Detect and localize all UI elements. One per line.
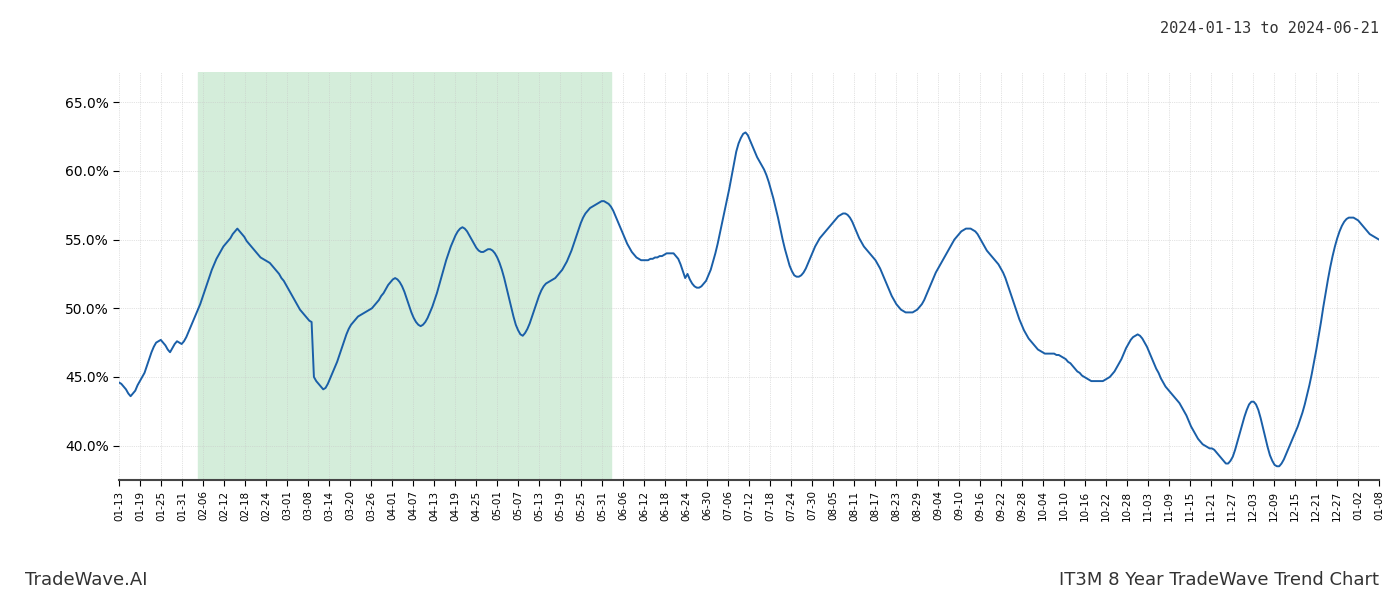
Text: IT3M 8 Year TradeWave Trend Chart: IT3M 8 Year TradeWave Trend Chart — [1058, 571, 1379, 589]
Text: 2024-01-13 to 2024-06-21: 2024-01-13 to 2024-06-21 — [1161, 21, 1379, 36]
Bar — [197, 72, 610, 480]
Text: TradeWave.AI: TradeWave.AI — [25, 571, 148, 589]
